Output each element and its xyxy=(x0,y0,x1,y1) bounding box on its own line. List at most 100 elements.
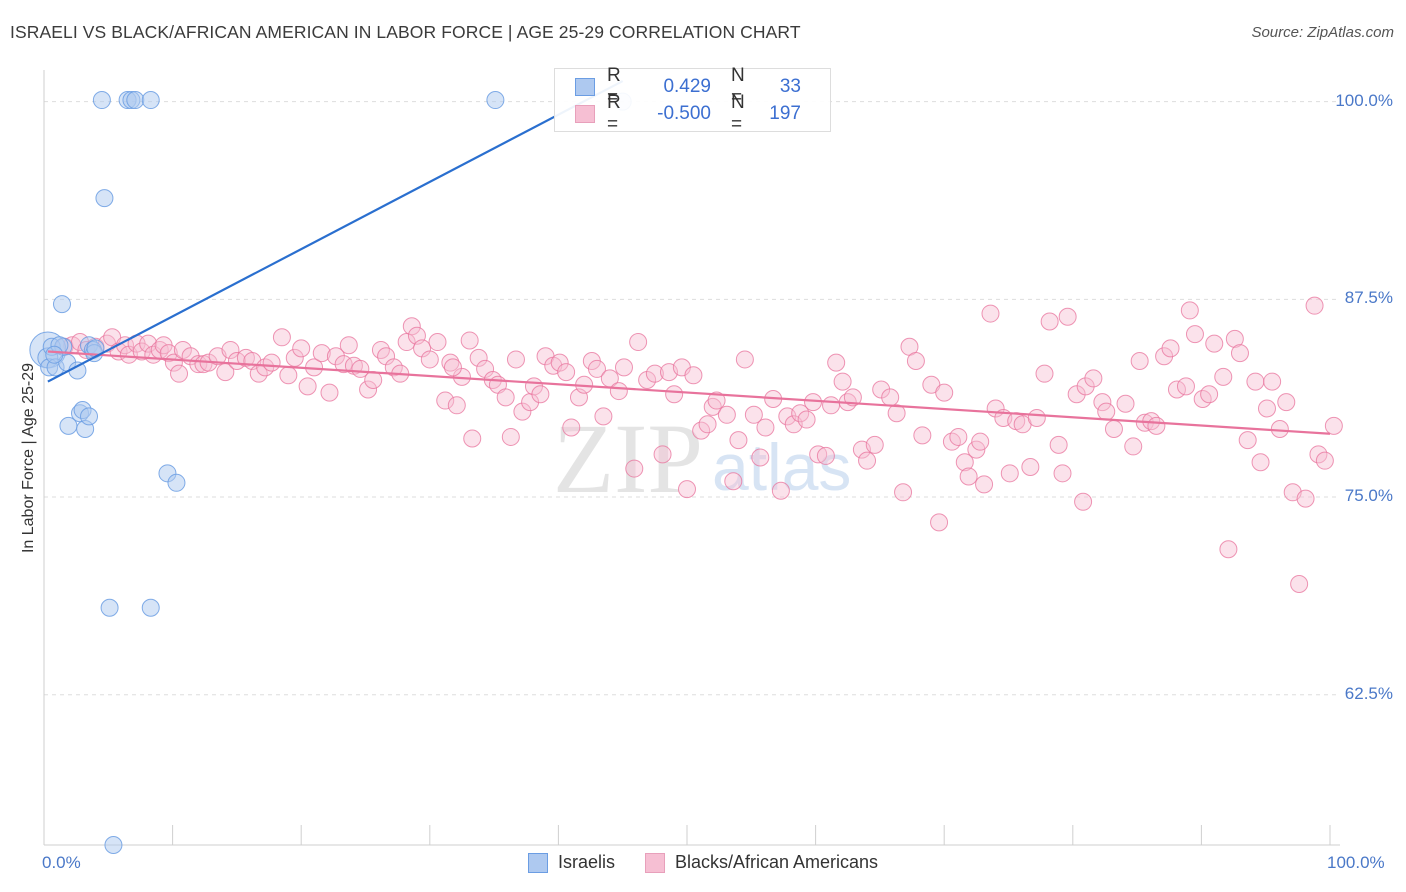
black-point xyxy=(1251,453,1270,472)
r-label: R = xyxy=(607,65,621,108)
israeli-point xyxy=(167,473,186,492)
black-point xyxy=(326,347,345,366)
black-point xyxy=(1124,437,1143,456)
black-point xyxy=(645,364,664,383)
chart-title: ISRAELI VS BLACK/AFRICAN AMERICAN IN LAB… xyxy=(10,22,801,42)
black-point xyxy=(1040,312,1059,331)
israeli-point xyxy=(53,295,72,314)
r-value: 0.429 xyxy=(663,76,711,97)
legend-item-blacks[interactable]: Blacks/African Americans xyxy=(644,852,878,873)
black-point xyxy=(724,472,743,491)
black-point xyxy=(930,513,949,532)
black-point xyxy=(881,388,900,407)
black-point xyxy=(339,336,358,355)
israeli-point xyxy=(68,361,87,380)
black-point xyxy=(913,426,932,445)
black-point xyxy=(822,396,841,415)
black-point xyxy=(692,421,711,440)
black-point xyxy=(550,353,569,372)
black-point xyxy=(707,391,726,410)
israeli-point xyxy=(100,598,119,617)
black-point xyxy=(1147,416,1166,435)
black-point xyxy=(1130,352,1149,371)
black-point xyxy=(625,459,644,478)
black-point xyxy=(506,350,525,369)
black-point xyxy=(359,380,378,399)
black-point xyxy=(858,451,877,470)
axes xyxy=(43,70,1340,846)
y-tick-label: 62.5% xyxy=(1344,683,1393,703)
black-point xyxy=(562,418,581,437)
black-point xyxy=(614,358,633,377)
black-point xyxy=(1176,377,1195,396)
black-point xyxy=(1021,457,1040,476)
black-point xyxy=(827,353,846,372)
black-point xyxy=(312,344,331,363)
israeli-point xyxy=(45,345,64,364)
black-point xyxy=(816,446,835,465)
black-point xyxy=(441,353,460,372)
x-tick-min: 0.0% xyxy=(42,853,81,872)
black-point xyxy=(791,404,810,423)
black-point xyxy=(292,339,311,358)
legend-row-blacks: R = -0.500 N = 197 xyxy=(575,92,801,135)
black-point xyxy=(1219,540,1238,559)
stats-legend: R = 0.429 N = 33 R = -0.500 N = 197 xyxy=(554,65,831,135)
n-value: 197 xyxy=(769,103,801,124)
black-point xyxy=(678,480,696,499)
legend-label-israelis: Israelis xyxy=(557,852,615,872)
black-point xyxy=(364,371,383,389)
y-tick-label: 75.0% xyxy=(1344,486,1393,506)
black-point xyxy=(256,358,275,377)
black-point xyxy=(942,432,961,451)
black-point xyxy=(1315,451,1334,470)
series-legend: Israelis Blacks/African Americans xyxy=(0,852,1406,873)
black-point xyxy=(629,333,648,352)
israeli-point xyxy=(80,407,99,426)
black-point xyxy=(906,352,925,371)
black-point xyxy=(513,402,532,421)
black-point xyxy=(1246,372,1265,391)
legend-item-israelis[interactable]: Israelis xyxy=(527,852,615,873)
watermark: ZIP atlas xyxy=(553,403,851,514)
black-point xyxy=(531,385,550,404)
source-credit: Source: ZipAtlas.com xyxy=(1251,24,1394,41)
black-point xyxy=(638,371,657,389)
israeli-point xyxy=(95,189,114,208)
black-point xyxy=(653,445,672,464)
black-point xyxy=(804,393,823,412)
black-point xyxy=(1205,334,1224,353)
r-value: -0.500 xyxy=(657,103,711,124)
black-trend-line xyxy=(47,350,1331,435)
black-point xyxy=(469,348,488,367)
black-point xyxy=(865,435,884,454)
black-point xyxy=(1225,329,1244,348)
black-point xyxy=(272,328,291,347)
n-label: N = xyxy=(731,65,745,108)
israeli-series-points xyxy=(29,91,632,854)
black-point xyxy=(1324,416,1343,435)
black-point xyxy=(922,375,941,394)
black-point xyxy=(1097,402,1116,421)
black-point xyxy=(320,383,339,402)
black-point xyxy=(1214,367,1233,386)
black-point xyxy=(159,344,178,363)
black-point xyxy=(809,445,828,464)
black-point xyxy=(298,377,317,396)
black-point xyxy=(751,448,770,467)
israeli-point xyxy=(141,598,160,617)
n-label: N = xyxy=(731,92,745,135)
black-point xyxy=(1027,408,1046,427)
black-point xyxy=(1084,369,1103,388)
black-point xyxy=(501,427,520,446)
black-point xyxy=(1180,301,1199,320)
black-point xyxy=(443,358,462,377)
black-point xyxy=(587,359,606,378)
y-tick-label: 87.5% xyxy=(1344,288,1393,308)
black-point xyxy=(1277,393,1296,412)
israeli-point xyxy=(104,836,123,854)
israeli-swatch xyxy=(575,78,595,96)
black-point xyxy=(729,431,748,450)
black-point xyxy=(173,340,192,359)
israeli-point xyxy=(141,91,160,110)
